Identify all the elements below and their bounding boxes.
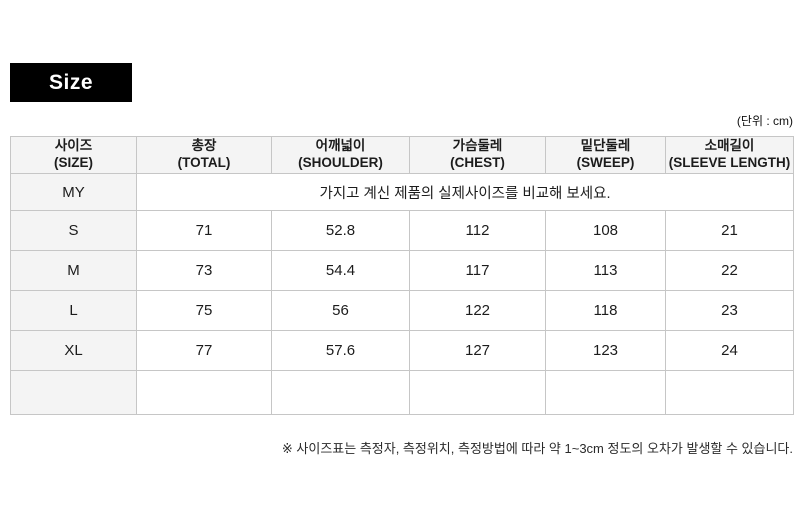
empty-label-cell [10,370,137,415]
size-row-l: L 75 56 122 118 23 [10,290,794,331]
empty-cell [545,370,666,415]
sweep-value: 113 [545,250,666,291]
column-header-ko: 밑단둘레 [580,138,631,154]
size-table: 사이즈 (SIZE) 총장 (TOTAL) 어깨넓이 (SHOULDER) 가슴… [10,136,794,415]
column-header-ko: 어깨넓이 [315,138,366,154]
column-header-chest: 가슴둘레 (CHEST) [409,136,546,174]
sweep-value: 118 [545,290,666,331]
shoulder-value: 57.6 [271,330,410,371]
column-header-total: 총장 (TOTAL) [136,136,272,174]
row-label-l: L [10,290,137,331]
column-header-en: (SLEEVE LENGTH) [668,155,791,170]
chest-value: 112 [409,210,546,251]
size-row-xl: XL 77 57.6 127 123 24 [10,330,794,371]
shoulder-value: 54.4 [271,250,410,291]
empty-cell [409,370,546,415]
row-label-s: S [10,210,137,251]
shoulder-value: 56 [271,290,410,331]
column-header-ko: 총장 [191,138,217,154]
size-row-s: S 71 52.8 112 108 21 [10,210,794,251]
column-header-ko: 사이즈 [54,138,93,154]
total-value: 71 [136,210,272,251]
sweep-value: 123 [545,330,666,371]
empty-cell [271,370,410,415]
chest-value: 122 [409,290,546,331]
column-header-en: (CHEST) [450,155,505,170]
my-size-message: 가지고 계신 제품의 실제사이즈를 비교해 보세요. [136,173,794,211]
column-header-size: 사이즈 (SIZE) [10,136,137,174]
size-row-m: M 73 54.4 117 113 22 [10,250,794,291]
column-header-en: (SHOULDER) [298,155,383,170]
empty-cell [136,370,272,415]
row-label-my: MY [10,173,137,211]
column-header-en: (SIZE) [54,155,93,170]
column-header-en: (SWEEP) [576,155,635,170]
sleeve-value: 22 [665,250,794,291]
total-value: 75 [136,290,272,331]
column-header-ko: 소매길이 [704,138,755,154]
row-label-m: M [10,250,137,291]
row-label-xl: XL [10,330,137,371]
sleeve-value: 23 [665,290,794,331]
shoulder-value: 52.8 [271,210,410,251]
column-header-sweep: 밑단둘레 (SWEEP) [545,136,666,174]
chest-value: 117 [409,250,546,291]
my-size-row: MY 가지고 계신 제품의 실제사이즈를 비교해 보세요. [10,173,794,211]
sweep-value: 108 [545,210,666,251]
empty-row [10,370,794,415]
footnote: ※ 사이즈표는 측정자, 측정위치, 측정방법에 따라 약 1~3cm 정도의 … [281,441,793,456]
size-badge-label: Size [48,70,94,94]
column-header-sleeve-length: 소매길이 (SLEEVE LENGTH) [665,136,794,174]
total-value: 73 [136,250,272,291]
column-header-en: (TOTAL) [177,155,231,170]
header-row: 사이즈 (SIZE) 총장 (TOTAL) 어깨넓이 (SHOULDER) 가슴… [10,136,794,174]
chest-value: 127 [409,330,546,371]
column-header-shoulder: 어깨넓이 (SHOULDER) [271,136,410,174]
total-value: 77 [136,330,272,371]
column-header-ko: 가슴둘레 [452,138,503,154]
empty-cell [665,370,794,415]
sleeve-value: 24 [665,330,794,371]
sleeve-value: 21 [665,210,794,251]
size-section-badge: Size [10,63,132,102]
unit-label: (단위 : cm) [736,114,793,128]
